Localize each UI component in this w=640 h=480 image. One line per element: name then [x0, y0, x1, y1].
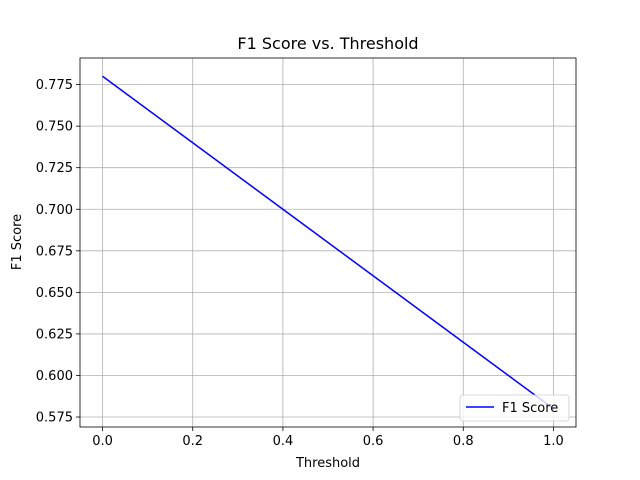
- y-tick-label: 0.675: [36, 244, 73, 259]
- x-tick-label: 0.6: [363, 434, 384, 449]
- y-tick-label: 0.650: [36, 286, 73, 301]
- y-tick-label: 0.575: [36, 411, 73, 426]
- x-tick-label: 0.8: [453, 434, 474, 449]
- grid-layer: [80, 58, 576, 427]
- legend-series-label: F1 Score: [502, 401, 558, 416]
- legend: F1 Score: [459, 394, 570, 422]
- y-tick-label: 0.725: [36, 161, 73, 176]
- x-tick-label: 0.2: [182, 434, 203, 449]
- x-tick-label: 0.0: [92, 434, 113, 449]
- y-tick-label: 0.700: [36, 203, 73, 218]
- x-tick-label: 0.4: [273, 434, 294, 449]
- x-axis-label: Threshold: [295, 456, 360, 471]
- series-layer: [102, 75, 554, 410]
- y-tick-label: 0.750: [36, 120, 73, 135]
- y-tick-label: 0.600: [36, 369, 73, 384]
- y-axis-label: F1 Score: [10, 214, 25, 270]
- x-tick-label: 1.0: [543, 434, 564, 449]
- series-line-f1-score: [102, 75, 554, 410]
- legend-box: [459, 394, 570, 422]
- y-tick-label: 0.625: [36, 327, 73, 342]
- chart-title: F1 Score vs. Threshold: [237, 34, 418, 53]
- y-tick-label: 0.775: [36, 78, 73, 93]
- plot-frame: [79, 57, 577, 428]
- tick-layer: 0.0 0.2 0.4 0.6 0.8 1.0 0.575 0.600 0.625 0.650 0.…: [36, 78, 564, 449]
